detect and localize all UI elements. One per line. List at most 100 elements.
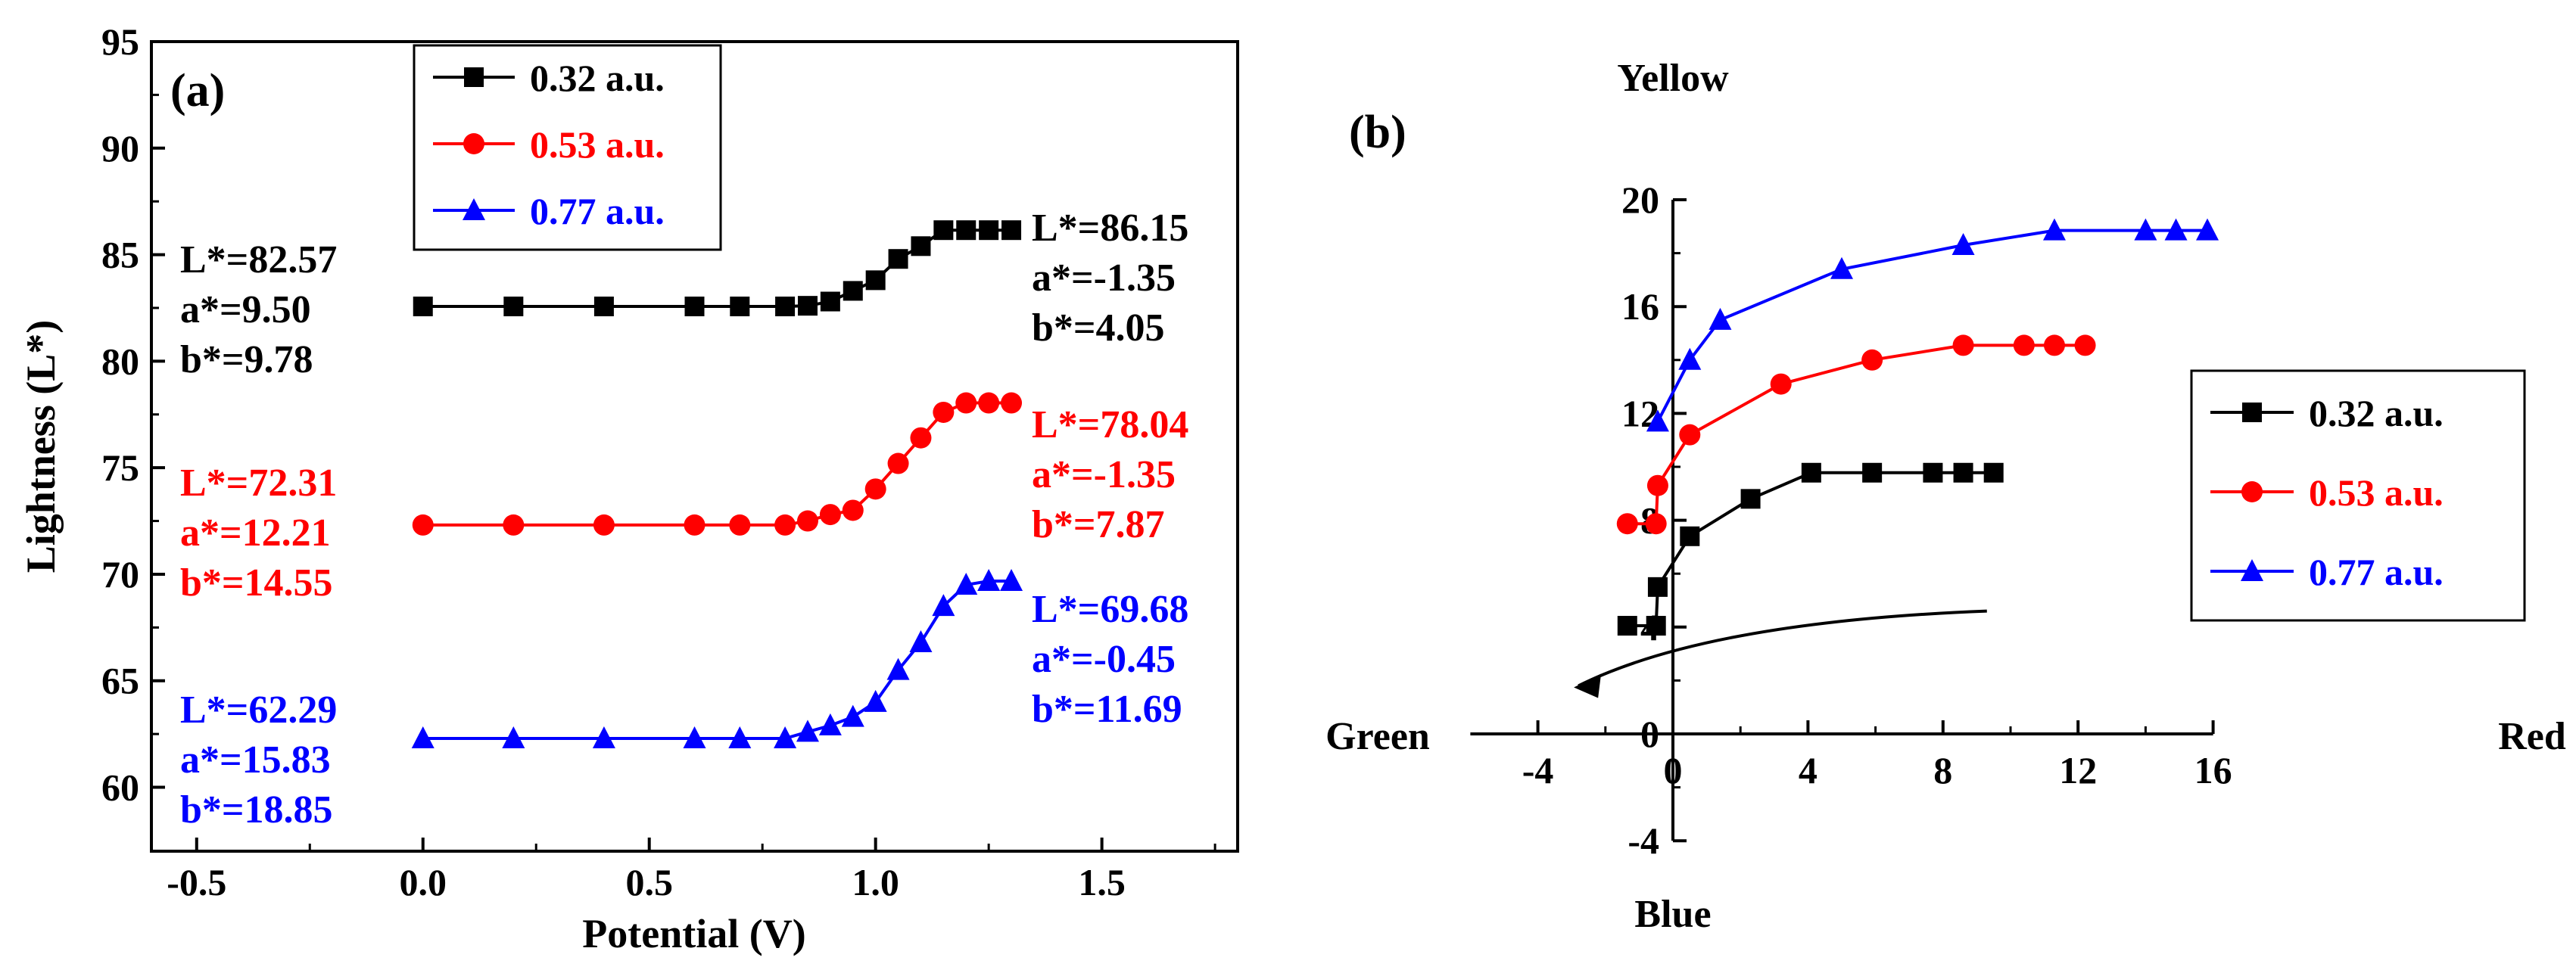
series-a-point-0 bbox=[979, 220, 999, 241]
b-y-tick-label: 0 bbox=[1640, 713, 1659, 755]
annotation-a-4: a*=15.83 bbox=[180, 738, 331, 782]
annotation-a-0: b*=9.78 bbox=[180, 338, 313, 381]
annotation-a-5: b*=11.69 bbox=[1032, 688, 1182, 731]
series-a-point-2 bbox=[774, 726, 797, 749]
series-b-point-0 bbox=[1953, 462, 1973, 483]
series-a-point-1 bbox=[729, 514, 751, 536]
series-a-point-0 bbox=[413, 297, 433, 317]
panel-a-ticks: -0.5 0.0 0.5 1.0 1.5 60 65 70 75 80 85 90 95 bbox=[101, 20, 1216, 903]
series-b-point-1 bbox=[1616, 513, 1638, 535]
legend-b-marker-2 bbox=[2241, 559, 2263, 581]
series-a-point-0 bbox=[911, 236, 931, 256]
panel-a-legend-entries: 0.32 a.u. 0.53 a.u. 0.77 a.u. bbox=[433, 57, 665, 232]
series-b-point-1 bbox=[1645, 513, 1667, 535]
panel-b: (b) Yellow Blue Green Red -40481216-4048… bbox=[1325, 57, 2566, 936]
series-a-point-2 bbox=[728, 726, 752, 749]
series-b-point-0 bbox=[1646, 616, 1666, 636]
b-y-tick-label: -4 bbox=[1628, 819, 1659, 862]
b-trend-arrowhead bbox=[1574, 673, 1602, 698]
panel-b-label: (b) bbox=[1349, 107, 1406, 158]
b-trend-arrow bbox=[1578, 609, 1987, 688]
annotation-a-2: L*=72.31 bbox=[180, 462, 337, 505]
legend-a-marker-0 bbox=[464, 67, 484, 87]
annotation-a-1: a*=-1.35 bbox=[1032, 256, 1176, 300]
series-b-point-2 bbox=[1709, 307, 1732, 330]
panel-b-legend-entries: 0.32 a.u. 0.53 a.u. 0.77 a.u. bbox=[2210, 392, 2444, 593]
panel-a-frame bbox=[150, 40, 1239, 853]
b-x-tick-label: -4 bbox=[1522, 749, 1554, 791]
annotation-a-4: L*=62.29 bbox=[180, 689, 337, 732]
series-a-point-0 bbox=[933, 220, 954, 241]
series-a-point-1 bbox=[864, 478, 886, 500]
legend-b-marker-0 bbox=[2242, 403, 2262, 422]
series-b-point-1 bbox=[2043, 334, 2065, 356]
axis-label-bottom: Blue bbox=[1634, 893, 1711, 936]
series-a-point-1 bbox=[955, 392, 977, 414]
y-tick-label: 85 bbox=[101, 234, 139, 276]
series-a-point-1 bbox=[684, 514, 706, 536]
axis-label-left: Green bbox=[1325, 715, 1430, 758]
series-a-point-2 bbox=[818, 713, 842, 735]
series-a-point-2 bbox=[955, 573, 978, 595]
series-a-line-2 bbox=[422, 579, 1012, 741]
b-x-tick-label: 4 bbox=[1799, 749, 1818, 791]
series-b-point-1 bbox=[2074, 334, 2096, 356]
legend-b-label-1: 0.53 a.u. bbox=[2309, 471, 2444, 514]
y-tick-label: 95 bbox=[101, 20, 139, 63]
series-a-point-0 bbox=[820, 291, 840, 312]
x-tick-label: 1.0 bbox=[852, 861, 899, 903]
series-b-point-0 bbox=[1923, 462, 1943, 483]
series-a-point-1 bbox=[593, 514, 615, 536]
b-x-tick-label: 8 bbox=[1933, 749, 1952, 791]
series-a-point-0 bbox=[593, 297, 614, 317]
y-tick-label: 65 bbox=[101, 660, 139, 702]
panel-a: (a) Potential (V) Lightness (L*) 0.32 a.… bbox=[18, 20, 1239, 956]
series-a-line-0 bbox=[422, 228, 1012, 309]
series-b-point-2 bbox=[1646, 409, 1669, 432]
series-a-point-1 bbox=[933, 401, 955, 423]
series-a-point-0 bbox=[730, 297, 750, 317]
b-y-tick-label: 20 bbox=[1621, 179, 1659, 221]
legend-a-label-1: 0.53 a.u. bbox=[530, 123, 665, 166]
series-b-point-1 bbox=[1952, 334, 1974, 356]
series-a-point-2 bbox=[1000, 568, 1023, 591]
annotation-a-3: b*=7.87 bbox=[1032, 503, 1165, 546]
series-a-point-1 bbox=[910, 427, 932, 449]
y-tick-label: 60 bbox=[101, 766, 139, 809]
legend-a-marker-1 bbox=[463, 133, 484, 154]
series-b-point-2 bbox=[1830, 256, 1853, 279]
series-a-point-1 bbox=[887, 452, 909, 474]
series-a-point-1 bbox=[978, 392, 1000, 414]
series-b-point-1 bbox=[2013, 334, 2035, 356]
annotation-a-5: L*=69.68 bbox=[1032, 588, 1188, 631]
panel-b-axes bbox=[1470, 200, 2213, 841]
x-tick-label: 0.0 bbox=[400, 861, 447, 903]
series-b-point-1 bbox=[1770, 373, 1792, 395]
series-b-point-0 bbox=[1680, 526, 1700, 546]
panel-a-series bbox=[411, 220, 1023, 749]
series-a-point-2 bbox=[864, 689, 887, 712]
series-b-point-0 bbox=[1983, 462, 2004, 483]
series-b-point-2 bbox=[2134, 218, 2157, 241]
y-tick-label: 75 bbox=[101, 446, 139, 489]
annotation-a-0: a*=9.50 bbox=[180, 288, 311, 331]
series-b-line-2 bbox=[1656, 228, 2208, 423]
series-b-line-0 bbox=[1627, 471, 1994, 628]
legend-b-marker-1 bbox=[2241, 481, 2263, 502]
series-a-point-2 bbox=[932, 594, 955, 617]
panel-a-label: (a) bbox=[170, 65, 225, 117]
y-tick-label: 90 bbox=[101, 127, 139, 169]
series-a-point-2 bbox=[841, 704, 864, 727]
b-x-tick-label: 16 bbox=[2194, 749, 2232, 791]
annotation-a-0: L*=82.57 bbox=[180, 238, 337, 281]
series-a-point-0 bbox=[503, 297, 524, 317]
series-a-point-2 bbox=[796, 720, 819, 742]
b-y-tick-label: 16 bbox=[1621, 285, 1659, 328]
series-b-point-0 bbox=[1617, 616, 1637, 636]
annotation-a-1: L*=86.15 bbox=[1032, 207, 1188, 250]
panel-a-xlabel: Potential (V) bbox=[582, 911, 805, 956]
annotation-a-3: a*=-1.35 bbox=[1032, 453, 1176, 496]
series-b-point-2 bbox=[2196, 218, 2219, 241]
panel-b-series bbox=[1574, 218, 2219, 698]
